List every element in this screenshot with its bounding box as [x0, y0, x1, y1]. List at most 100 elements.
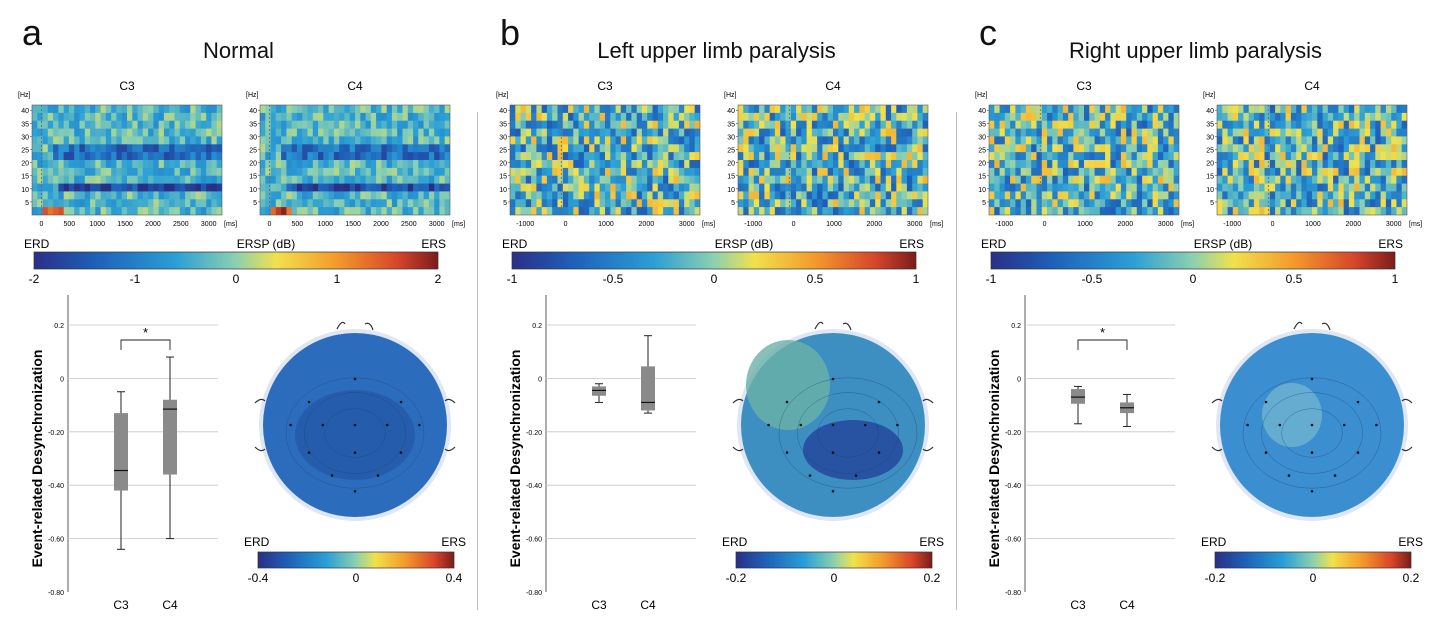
spectrogram-cell: [318, 112, 324, 122]
spectrogram-cell: [116, 120, 123, 130]
spectrogram-cell: [1301, 207, 1308, 215]
spectrogram-cell: [302, 105, 309, 114]
spectrogram-cell: [901, 105, 908, 114]
spectrogram-cell: [1380, 207, 1387, 215]
spectrogram-cell: [510, 191, 516, 200]
spectrogram-cell: [912, 136, 919, 145]
spectrogram-cell: [1253, 136, 1260, 145]
electrode-dot: [418, 423, 421, 427]
spectrogram-cell: [843, 120, 850, 130]
spectrogram-cell: [652, 112, 659, 122]
spectrogram-cell: [922, 112, 928, 122]
spectrogram-cell: [1232, 136, 1239, 145]
spectrogram-cell: [885, 160, 892, 169]
spectrogram-cell: [626, 199, 632, 208]
spectrogram-cell: [1057, 128, 1064, 138]
spectrogram-cell: [1301, 183, 1308, 193]
spectrogram-cell: [95, 191, 102, 200]
spectrogram-cell: [1327, 175, 1334, 185]
spectrogram-cell: [418, 207, 425, 215]
spectrogram-cell: [785, 136, 792, 145]
spectrogram-cell: [673, 207, 680, 215]
spectrogram-cell: [531, 160, 537, 169]
spectrogram-cell: [1089, 207, 1096, 215]
spectrogram-cell: [896, 152, 903, 161]
spectrogram-cell: [200, 136, 207, 145]
spectrogram-cell: [328, 112, 335, 122]
spectrogram-cell: [1380, 152, 1387, 161]
spectrogram-cell: [615, 207, 622, 215]
spectrogram-image: [1217, 105, 1407, 215]
spectrogram-cell: [1227, 160, 1234, 169]
spectrogram-cell: [428, 128, 435, 138]
spectrogram-cell: [780, 183, 787, 193]
spectrogram-cell: [195, 183, 202, 193]
topo-colorbar-tick-label: 0.4: [446, 571, 463, 585]
spectrogram-cell: [1238, 199, 1244, 208]
spectrogram-cell: [1306, 207, 1313, 215]
spectrogram-cell: [323, 175, 330, 185]
spectrogram-cell: [63, 120, 70, 130]
spectrogram-cell: [1296, 112, 1303, 122]
spectrogram-cell: [1296, 175, 1303, 185]
spectrogram-cell: [132, 160, 139, 169]
boxplot-y-tick-label: -0.20: [48, 430, 64, 437]
spectrogram-cell: [531, 191, 537, 200]
spectrogram-cell: [1317, 120, 1324, 130]
spectrogram-cell: [880, 175, 887, 185]
spectrogram-cell: [917, 136, 924, 145]
spectrogram-cell: [100, 105, 107, 114]
spectrogram-cell: [1327, 152, 1334, 161]
spectrogram-cell: [439, 191, 446, 200]
spectrogram-cell: [599, 183, 606, 193]
spectrogram-cell: [68, 183, 75, 193]
spectrogram-cell: [833, 199, 839, 208]
spectrogram-cell: [116, 136, 123, 145]
spectrogram-cell: [1004, 207, 1011, 215]
spectrogram-cell: [668, 183, 675, 193]
spectrogram-cell: [896, 167, 903, 177]
spectrogram-cell: [1057, 152, 1064, 161]
spectrogram-cell: [1312, 191, 1318, 200]
spectrogram-cell: [307, 183, 314, 193]
spectrogram-cell: [439, 128, 446, 138]
spectrogram-cell: [1232, 112, 1239, 122]
topomap-contour: [1281, 408, 1343, 458]
time-tick-label: 2000: [1346, 221, 1362, 228]
spectrogram-cell: [132, 183, 139, 193]
spectrogram-cell: [743, 191, 750, 200]
spectrogram-cell: [291, 175, 298, 185]
spectrogram-cell: [1142, 191, 1148, 200]
spectrogram-cell: [1259, 152, 1266, 161]
spectrogram-cell: [906, 105, 913, 114]
spectrogram-cell: [137, 144, 144, 153]
spectrogram-cell: [525, 207, 532, 215]
spectrogram-cell: [53, 152, 59, 161]
spectrogram-cell: [42, 207, 49, 215]
freq-unit-label: [Hz]: [724, 92, 737, 99]
spectrogram-cell: [169, 144, 176, 153]
spectrogram-cell: [1142, 105, 1148, 114]
spectrogram-cell: [880, 120, 887, 130]
spectrogram-cell: [90, 199, 96, 208]
spectrogram-cell: [1253, 183, 1260, 193]
spectrogram-cell: [1110, 120, 1117, 130]
spectrogram-cell: [333, 175, 340, 185]
spectrogram-cell: [999, 183, 1006, 193]
spectrogram-cell: [1285, 207, 1292, 215]
spectrogram-cell: [668, 199, 675, 208]
spectrogram-cell: [1290, 105, 1297, 114]
spectrogram-cell: [376, 136, 382, 145]
spectrogram-cell: [1131, 175, 1138, 185]
spectrogram-cell: [859, 207, 866, 215]
spectrogram-cell: [158, 183, 165, 193]
spectrogram-cell: [260, 207, 266, 215]
spectrogram-cell: [90, 167, 96, 177]
spectrogram-cell: [1142, 120, 1148, 130]
spectrogram-cell: [1073, 167, 1080, 177]
spectrogram-cell: [291, 128, 298, 138]
spectrogram-cell: [1004, 144, 1011, 153]
spectrogram-cell: [989, 175, 995, 185]
spectrogram-cell: [678, 144, 685, 153]
electrode-dot: [321, 423, 325, 427]
